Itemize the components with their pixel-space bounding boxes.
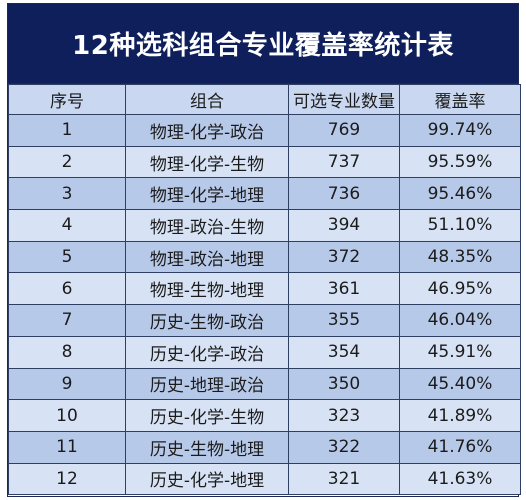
major-count-cell: 322 <box>288 430 400 464</box>
header-combination: 组合 <box>125 84 289 115</box>
combination-cell: 物理-政治-地理 <box>125 240 289 274</box>
major-count-cell: 361 <box>288 272 400 306</box>
coverage-rate-cell: 41.76% <box>399 430 521 464</box>
combination-cell: 物理-化学-地理 <box>125 177 289 211</box>
table-row: 8 历史-化学-政治 354 45.91% <box>8 335 521 369</box>
major-count-cell: 355 <box>288 304 400 337</box>
combination-cell: 物理-政治-生物 <box>125 209 289 242</box>
combination-cell: 物理-化学-生物 <box>125 145 289 179</box>
table-row: 5 物理-政治-地理 372 48.35% <box>8 240 521 274</box>
major-count-cell: 354 <box>288 335 400 369</box>
coverage-table: 序号 组合 可选专业数量 覆盖率 1 物理-化学-政治 769 99.74% 2 物理-化… <box>8 84 521 496</box>
table-row: 10 历史-化学-生物 323 41.89% <box>8 399 521 432</box>
serial-cell: 2 <box>8 145 126 179</box>
header-row: 序号 组合 可选专业数量 覆盖率 <box>8 84 521 115</box>
major-count-cell: 737 <box>288 145 400 179</box>
serial-cell: 12 <box>8 462 126 496</box>
combination-cell: 物理-化学-政治 <box>125 114 289 147</box>
serial-cell: 7 <box>8 304 126 337</box>
major-count-cell: 736 <box>288 177 400 211</box>
coverage-table-sheet: 12种选科组合专业覆盖率统计表 序号 组合 可选专业数量 覆盖率 1 物理-化学-… <box>7 3 521 497</box>
table-row: 9 历史-地理-政治 350 45.40% <box>8 367 521 401</box>
serial-cell: 10 <box>8 399 126 432</box>
serial-cell: 6 <box>8 272 126 306</box>
combination-cell: 历史-地理-政治 <box>125 367 289 401</box>
combination-cell: 历史-生物-政治 <box>125 304 289 337</box>
coverage-rate-cell: 46.95% <box>399 272 521 306</box>
serial-cell: 1 <box>8 114 126 147</box>
coverage-rate-cell: 48.35% <box>399 240 521 274</box>
table-row: 3 物理-化学-地理 736 95.46% <box>8 177 521 211</box>
serial-cell: 8 <box>8 335 126 369</box>
major-count-cell: 350 <box>288 367 400 401</box>
combination-cell: 历史-化学-生物 <box>125 399 289 432</box>
header-serial: 序号 <box>8 84 126 115</box>
serial-cell: 11 <box>8 430 126 464</box>
serial-cell: 9 <box>8 367 126 401</box>
table-body: 1 物理-化学-政治 769 99.74% 2 物理-化学-生物 737 95.59% 3 物理-… <box>8 114 521 496</box>
header-major-count: 可选专业数量 <box>288 84 400 115</box>
serial-cell: 4 <box>8 209 126 242</box>
coverage-rate-cell: 51.10% <box>399 209 521 242</box>
combination-cell: 历史-化学-地理 <box>125 462 289 496</box>
combination-cell: 物理-生物-地理 <box>125 272 289 306</box>
table-row: 1 物理-化学-政治 769 99.74% <box>8 114 521 147</box>
combination-cell: 历史-生物-地理 <box>125 430 289 464</box>
table-row: 2 物理-化学-生物 737 95.59% <box>8 145 521 179</box>
major-count-cell: 769 <box>288 114 400 147</box>
major-count-cell: 372 <box>288 240 400 274</box>
major-count-cell: 323 <box>288 399 400 432</box>
header-coverage-rate: 覆盖率 <box>399 84 521 115</box>
coverage-rate-cell: 41.63% <box>399 462 521 496</box>
serial-cell: 3 <box>8 177 126 211</box>
table-title: 12种选科组合专业覆盖率统计表 <box>8 4 518 84</box>
serial-cell: 5 <box>8 240 126 274</box>
coverage-rate-cell: 45.91% <box>399 335 521 369</box>
coverage-rate-cell: 99.74% <box>399 114 521 147</box>
coverage-rate-cell: 41.89% <box>399 399 521 432</box>
table-row: 6 物理-生物-地理 361 46.95% <box>8 272 521 306</box>
major-count-cell: 321 <box>288 462 400 496</box>
major-count-cell: 394 <box>288 209 400 242</box>
table-row: 11 历史-生物-地理 322 41.76% <box>8 430 521 464</box>
coverage-rate-cell: 95.46% <box>399 177 521 211</box>
table-row: 12 历史-化学-地理 321 41.63% <box>8 462 521 496</box>
combination-cell: 历史-化学-政治 <box>125 335 289 369</box>
coverage-rate-cell: 95.59% <box>399 145 521 179</box>
coverage-rate-cell: 46.04% <box>399 304 521 337</box>
table-row: 7 历史-生物-政治 355 46.04% <box>8 304 521 337</box>
coverage-rate-cell: 45.40% <box>399 367 521 401</box>
table-row: 4 物理-政治-生物 394 51.10% <box>8 209 521 242</box>
